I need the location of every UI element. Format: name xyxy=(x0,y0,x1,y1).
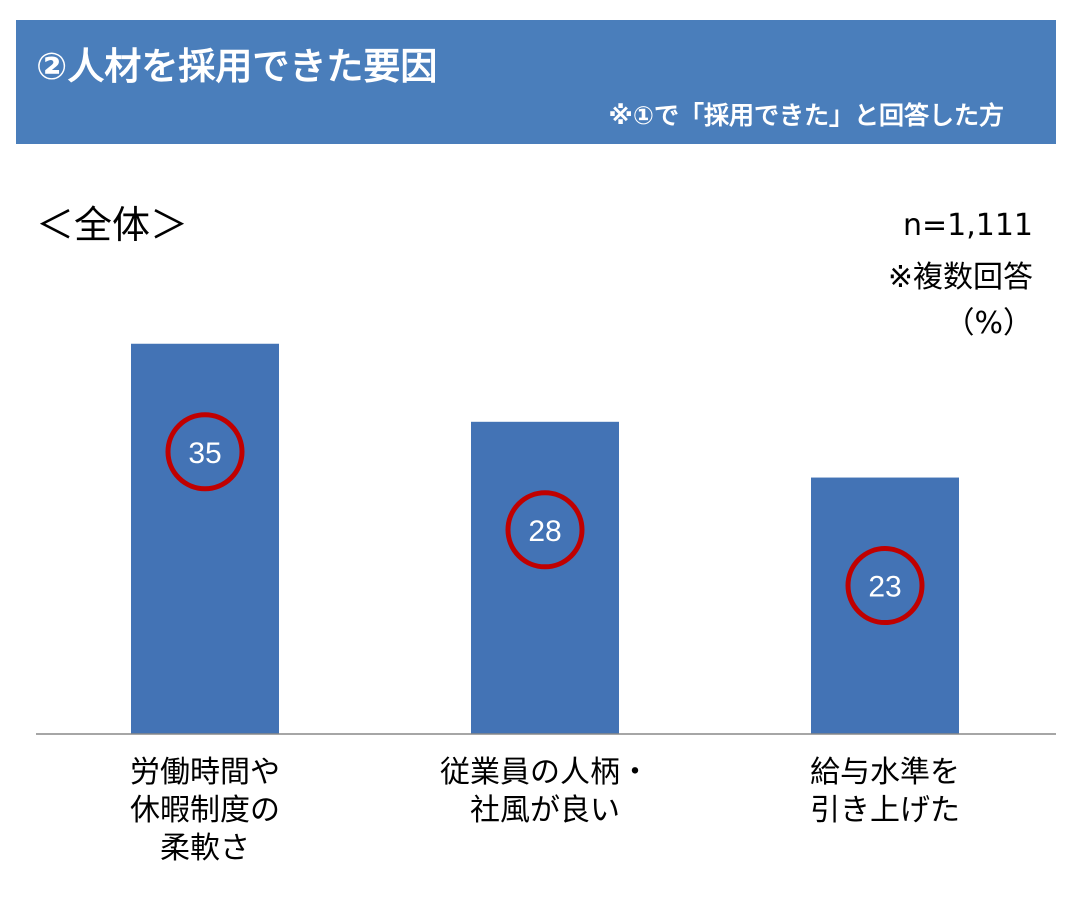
category-label-3-line-2: 引き上げた xyxy=(810,793,960,828)
category-label-1-line-3: 柔軟さ xyxy=(160,831,250,866)
page-subtitle: ※①で「採用できた」と回答した方 xyxy=(608,101,1004,130)
category-label-1-line-1: 労働時間や xyxy=(130,755,280,790)
data-label-1: 35 xyxy=(188,437,221,470)
header-banner: ②人材を採用できた要因 ※①で「採用できた」と回答した方 xyxy=(16,20,1056,144)
data-label-2: 28 xyxy=(528,515,561,548)
category-label-3-line-1: 給与水準を xyxy=(810,755,960,790)
highlight-circle-2 xyxy=(505,490,585,570)
unit-label: （%） xyxy=(944,306,1033,341)
highlight-circle-3 xyxy=(845,546,925,626)
section-label: ＜全体＞ xyxy=(36,203,189,247)
data-label-3: 23 xyxy=(868,571,901,604)
bar-2 xyxy=(471,421,619,734)
bar-3 xyxy=(811,477,959,734)
category-label-1-line-2: 休暇制度の xyxy=(130,793,280,828)
sample-size: n=1,111 xyxy=(902,208,1033,243)
bar-1 xyxy=(131,343,279,734)
category-label-2-line-2: 社風が良い xyxy=(470,793,620,828)
multiple-answer-note: ※複数回答 xyxy=(887,260,1033,295)
highlight-circle-1 xyxy=(165,412,245,492)
page-title: ②人材を採用できた要因 xyxy=(36,45,438,88)
category-label-2-line-1: 従業員の人柄・ xyxy=(440,755,650,790)
